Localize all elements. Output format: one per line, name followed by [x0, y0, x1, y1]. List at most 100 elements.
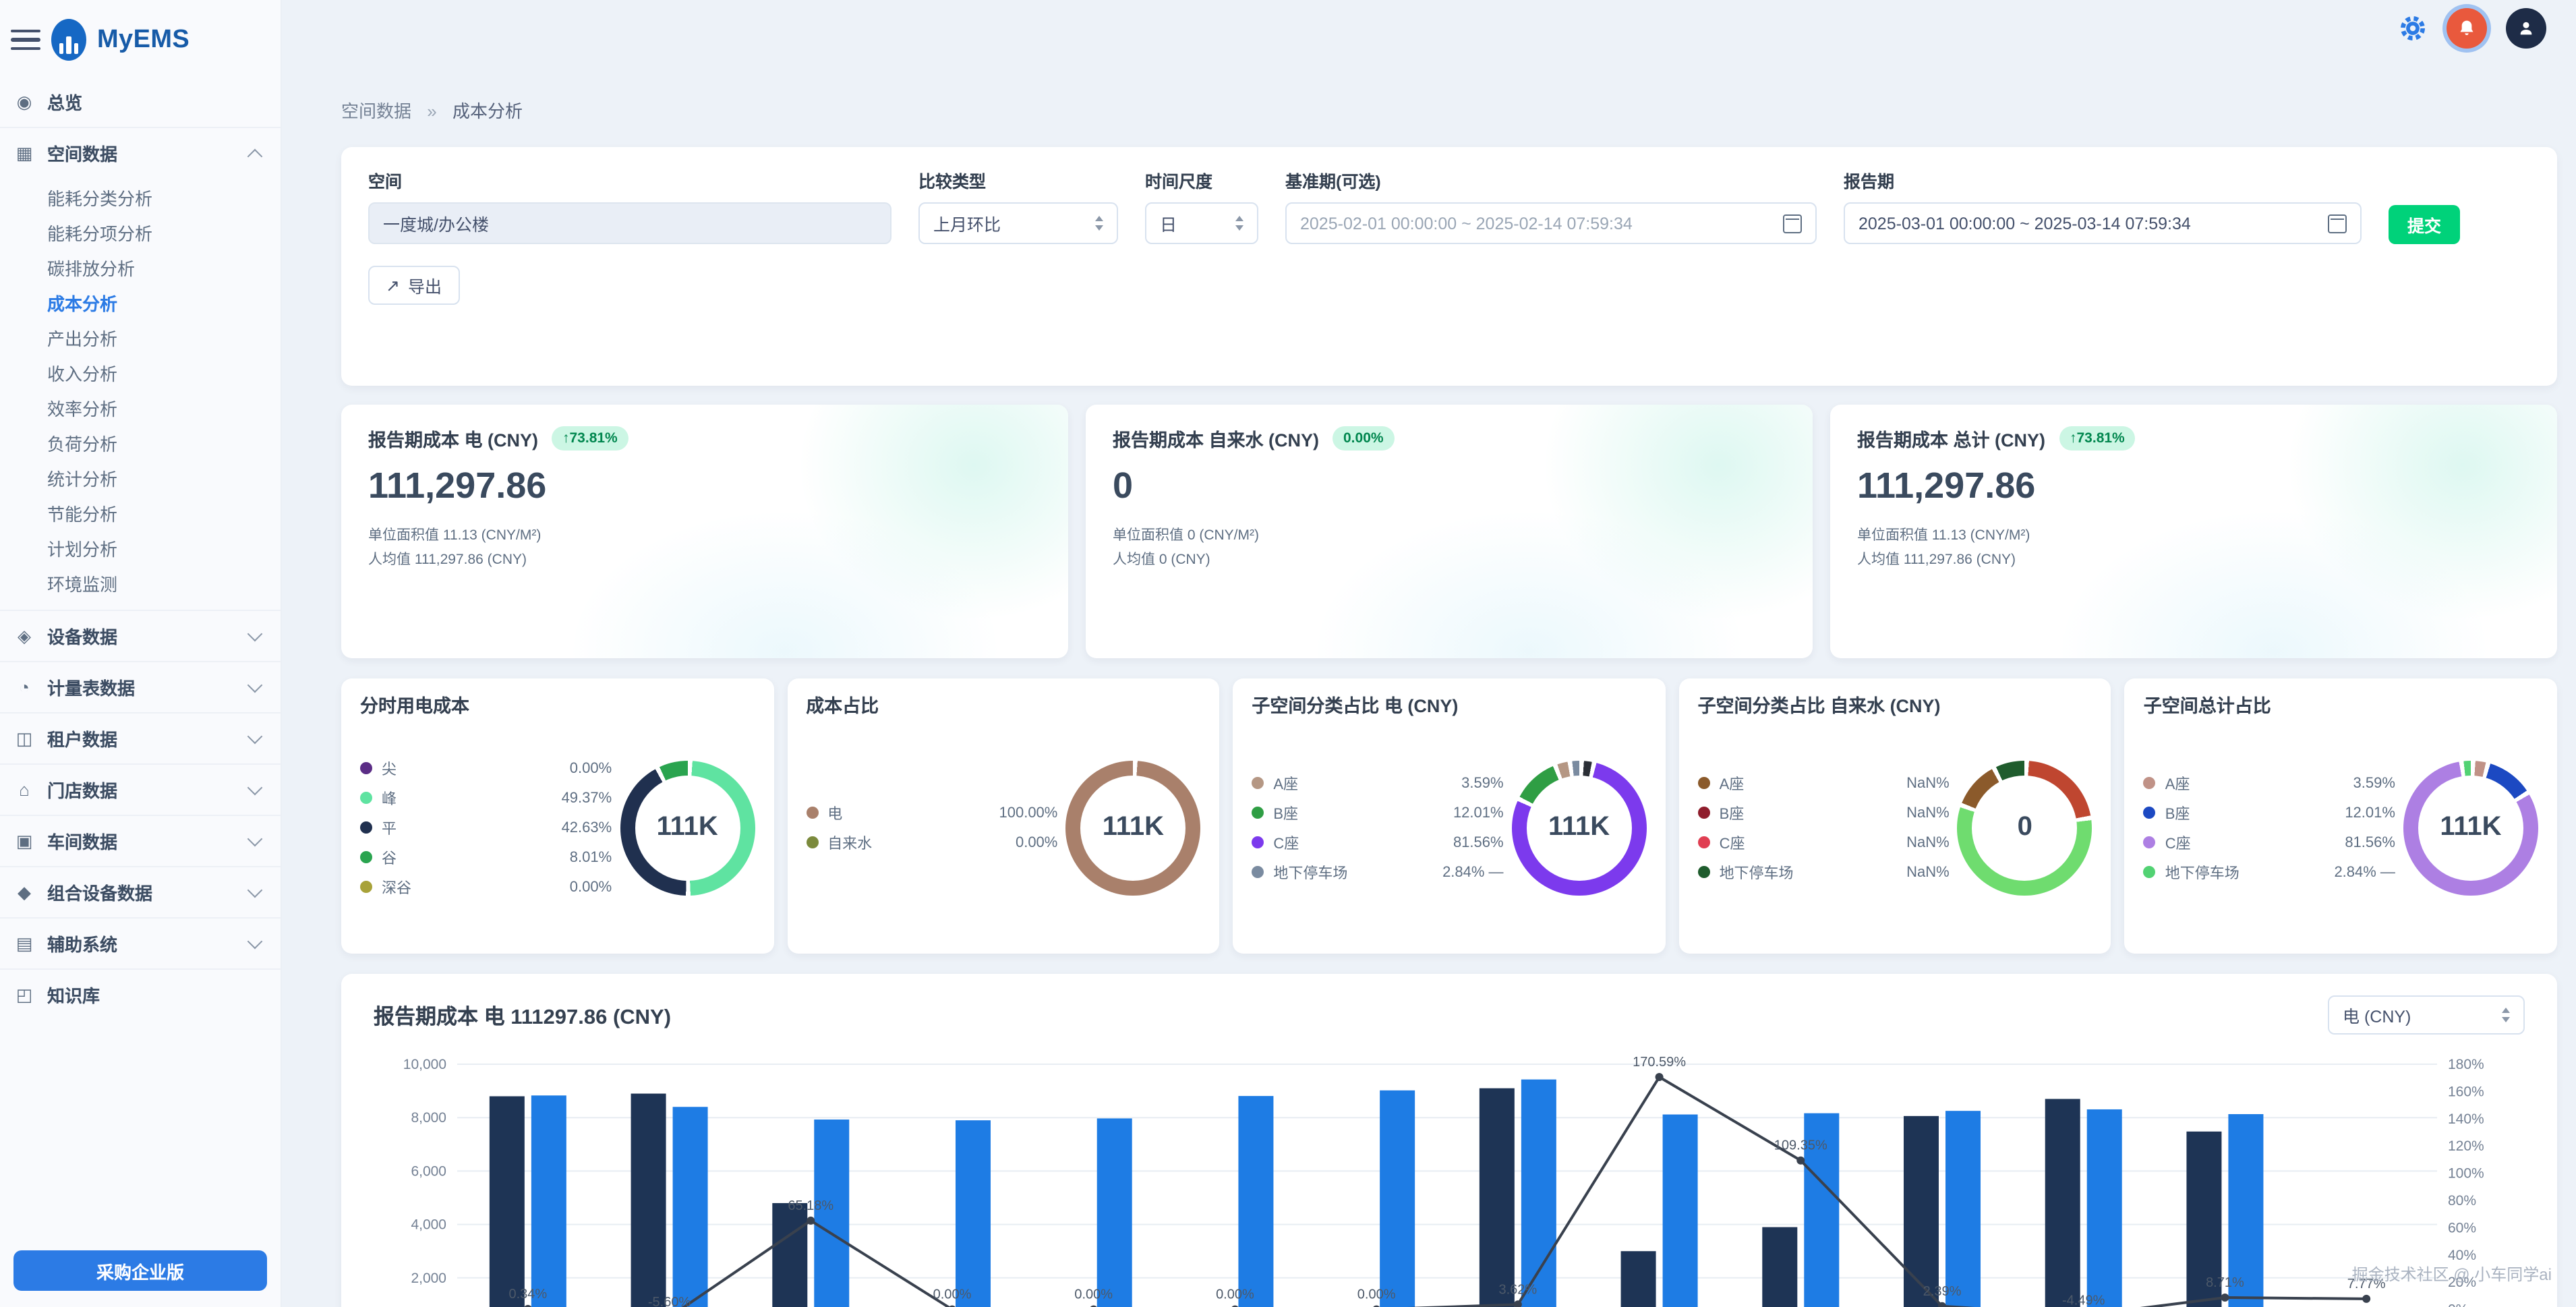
- sidebar-subitem-产出分析[interactable]: 产出分析: [47, 328, 118, 349]
- sidebar-subitem-碳排放分析[interactable]: 碳排放分析: [47, 258, 136, 279]
- legend-value: NaN%: [1906, 834, 1950, 851]
- base-period-bar: [1762, 1227, 1798, 1307]
- legend-label: 地下停车场: [2165, 865, 2240, 882]
- sidebar-subitem-能耗分项分析[interactable]: 能耗分项分析: [47, 223, 153, 243]
- line-point: [2221, 1294, 2229, 1302]
- donut-chart[interactable]: 0: [1957, 760, 2092, 896]
- kpi-sublines: 单位面积值 11.13 (CNY/M²) 人均值 111,297.86 (CNY): [368, 525, 1041, 573]
- donut-card-title: 成本占比: [806, 696, 879, 716]
- base-period-bar: [1620, 1251, 1656, 1307]
- donut-center-value: 111K: [2440, 812, 2502, 842]
- cost-trend-chart[interactable]: 02,0004,0006,0008,00010,000180%160%140%1…: [374, 1045, 2526, 1307]
- chevron-down-icon: [247, 831, 263, 847]
- hamburger-menu-icon[interactable]: [11, 30, 40, 50]
- sidebar-subitem-收入分析[interactable]: 收入分析: [47, 364, 118, 384]
- reporting-period-bar: [956, 1120, 991, 1307]
- line-point: [807, 1216, 815, 1225]
- timescale-select[interactable]: 日: [1145, 202, 1258, 244]
- notifications-button[interactable]: [2447, 8, 2487, 49]
- reporting-period-label: 报告期: [1844, 173, 1895, 192]
- donut-chart[interactable]: 111K: [620, 760, 755, 896]
- sidebar-subitem-环境监测[interactable]: 环境监测: [47, 574, 118, 594]
- sidebar-item-组合设备数据[interactable]: ◆ 组合设备数据: [0, 867, 281, 917]
- sidebar-item-门店数据[interactable]: ⌂ 门店数据: [0, 765, 281, 815]
- base-period-label: 基准期(可选): [1285, 173, 1381, 192]
- kpi-title-text: 报告期成本 自来水 (CNY): [1113, 430, 1319, 451]
- reporting-period-value: 2025-03-01 00:00:00 ~ 2025-03-14 07:59:3…: [1858, 214, 2191, 233]
- base-period-field: 基准期(可选) 2025-02-01 00:00:00 ~ 2025-02-14…: [1285, 167, 1817, 244]
- sidebar-item-总览[interactable]: ◉ 总览: [0, 77, 281, 127]
- left-axis-tick: 6,000: [411, 1163, 446, 1179]
- export-button[interactable]: ↗ 导出: [368, 266, 459, 305]
- sidebar-item-label: 租户数据: [47, 730, 118, 750]
- sidebar-subitem-负荷分析[interactable]: 负荷分析: [47, 434, 118, 454]
- breadcrumb: 空间数据 » 成本分析: [341, 97, 2557, 123]
- space-value: 一度城/办公楼: [383, 216, 489, 235]
- legend-value: 2.84% —: [2334, 864, 2395, 881]
- donut-card: 子空间分类占比 电 (CNY) A座 3.59% B座 12.01% C座 81.56% 地下…: [1233, 678, 1666, 954]
- base-period-input[interactable]: 2025-02-01 00:00:00 ~ 2025-02-14 07:59:3…: [1285, 202, 1817, 244]
- sidebar-subitem-节能分析[interactable]: 节能分析: [47, 504, 118, 524]
- base-period-value: 2025-02-01 00:00:00 ~ 2025-02-14 07:59:3…: [1300, 214, 1633, 233]
- legend-value: 2.84% —: [1442, 864, 1504, 881]
- space-input[interactable]: 一度城/办公楼: [368, 202, 891, 244]
- right-axis-tick: 0%: [2448, 1302, 2468, 1307]
- donut-card-body: 电 100.00% 自来水 0.00% 111K: [806, 718, 1201, 937]
- sidebar-subitem-能耗分类分析[interactable]: 能耗分类分析: [47, 188, 153, 208]
- reporting-period-input[interactable]: 2025-03-01 00:00:00 ~ 2025-03-14 07:59:3…: [1844, 202, 2362, 244]
- sidebar-item-租户数据[interactable]: ◫ 租户数据: [0, 714, 281, 763]
- reporting-period-bar: [1096, 1118, 1132, 1307]
- logo-text[interactable]: MyEMS: [97, 25, 190, 53]
- cost-trend-card: 报告期成本 电 111297.86 (CNY) 电 (CNY) 02,0004,…: [341, 974, 2557, 1307]
- legend-value: NaN%: [1906, 864, 1950, 881]
- legend-row: 地下停车场 NaN%: [1697, 862, 1950, 883]
- submit-button[interactable]: 提交: [2389, 205, 2461, 244]
- gear-icon: [2401, 16, 2425, 40]
- left-axis-tick: 2,000: [411, 1271, 446, 1286]
- sidebar-item-空间数据[interactable]: ▦ 空间数据: [0, 128, 281, 178]
- select-arrows-icon: [2491, 1008, 2510, 1022]
- user-avatar-button[interactable]: [2506, 8, 2546, 49]
- donut-chart[interactable]: 111K: [1065, 760, 1201, 896]
- comparison-select[interactable]: 上月环比: [918, 202, 1118, 244]
- sidebar-subitem-计划分析[interactable]: 计划分析: [47, 539, 118, 559]
- kpi-title: 报告期成本 电 (CNY) ↑73.81%: [368, 425, 1041, 452]
- buy-enterprise-button[interactable]: 采购企业版: [13, 1250, 267, 1291]
- sidebar-item-车间数据[interactable]: ▣ 车间数据: [0, 816, 281, 866]
- donut-card-body: 尖 0.00% 峰 49.37% 平 42.63% 谷 8.01% 深谷 0.00% 111K: [360, 718, 755, 937]
- kpi-change-badge: ↑73.81%: [2059, 426, 2136, 451]
- legend-dot-icon: [360, 762, 372, 775]
- reporting-period-bar: [1238, 1096, 1274, 1307]
- settings-gear-button[interactable]: [2398, 13, 2428, 43]
- donut-card-title: 子空间分类占比 电 (CNY): [1252, 696, 1459, 716]
- legend-value: 0.00%: [569, 760, 612, 777]
- donut-card-title: 分时用电成本: [360, 696, 469, 716]
- sidebar-item-知识库[interactable]: ◰ 知识库: [0, 968, 281, 1020]
- donut-center-value: 111K: [656, 812, 718, 842]
- legend-dot-icon: [2143, 866, 2156, 879]
- legend-value: 3.59%: [2353, 775, 2395, 792]
- donut-chart[interactable]: 111K: [1511, 760, 1647, 896]
- line-point-label: 109.35%: [1774, 1138, 1827, 1153]
- breadcrumb-parent[interactable]: 空间数据: [341, 101, 412, 121]
- donut-chart[interactable]: 111K: [2403, 760, 2538, 896]
- legend-value: 81.56%: [2345, 834, 2395, 851]
- sidebar-subitem-效率分析[interactable]: 效率分析: [47, 399, 118, 419]
- sidebar-item-计量表数据[interactable]: ◔ 计量表数据: [0, 662, 281, 712]
- legend-dot-icon: [1252, 866, 1264, 879]
- donut-center-value: 111K: [1548, 812, 1610, 842]
- sidebar: MyEMS ◉ 总览 ▦ 空间数据能耗分类分析 能耗分项分析 碳排放分析成本分析产出分析收…: [0, 0, 282, 1307]
- kpi-row: 报告期成本 电 (CNY) ↑73.81% 111,297.86 单位面积值 11.1…: [341, 405, 2557, 658]
- sidebar-item-设备数据[interactable]: ◈ 设备数据: [0, 611, 281, 661]
- energy-unit-select[interactable]: 电 (CNY): [2328, 995, 2525, 1035]
- dashboard-icon: ◉: [16, 91, 32, 111]
- legend-dot-icon: [1252, 836, 1264, 849]
- myems-logo-icon[interactable]: [51, 19, 86, 61]
- sidebar-subitem-统计分析[interactable]: 统计分析: [47, 469, 118, 489]
- timescale-label: 时间尺度: [1145, 173, 1213, 192]
- timescale-field: 时间尺度 日: [1145, 167, 1258, 244]
- sidebar-item-辅助系统[interactable]: ▤ 辅助系统: [0, 919, 281, 968]
- kpi-card: 报告期成本 总计 (CNY) ↑73.81% 111,297.86 单位面积值 11.…: [1830, 405, 2557, 658]
- sidebar-group: ▣ 车间数据: [0, 815, 281, 866]
- sidebar-subitem-成本分析[interactable]: 成本分析: [47, 293, 118, 314]
